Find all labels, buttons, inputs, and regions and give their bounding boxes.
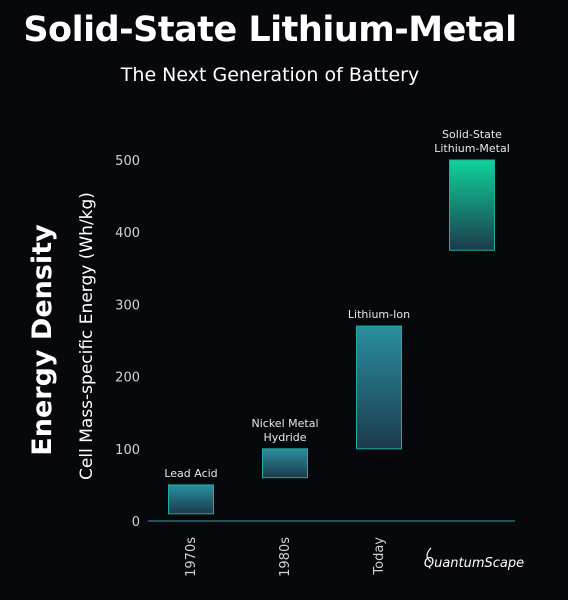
bar-0 bbox=[168, 484, 214, 515]
y-tick-label: 200 bbox=[115, 371, 140, 386]
x-category-label: 1980s bbox=[278, 537, 293, 577]
chart-subtitle: The Next Generation of Battery bbox=[120, 64, 420, 86]
bar-2 bbox=[356, 325, 402, 450]
x-category-label: 1970s bbox=[184, 537, 199, 577]
x-axis-categories: 1970s 1980s Today bbox=[184, 537, 387, 577]
bar-label: Lithium-Ion bbox=[348, 308, 410, 321]
quantumscape-logo: QuantumScape bbox=[424, 547, 524, 571]
y-tick-label: 0 bbox=[132, 515, 140, 530]
y-tick-label: 500 bbox=[115, 154, 140, 169]
y-tick-label: 100 bbox=[115, 443, 140, 458]
bar-label: Hydride bbox=[263, 431, 306, 444]
bar-label: Solid-State bbox=[442, 128, 502, 141]
y-axis-title: Energy Density bbox=[27, 224, 58, 456]
logo-swoosh-icon bbox=[426, 547, 432, 563]
y-tick-label: 300 bbox=[115, 298, 140, 313]
bar-1 bbox=[262, 448, 308, 479]
logo-text: QuantumScape bbox=[424, 556, 524, 571]
y-axis-label: Cell Mass-specific Energy (Wh/kg) bbox=[77, 192, 97, 480]
bar-label: Lead Acid bbox=[164, 467, 217, 480]
x-category-label: Today bbox=[372, 537, 387, 576]
bar-label: Nickel Metal bbox=[252, 417, 319, 430]
bar-label: Lithium-Metal bbox=[434, 142, 510, 155]
y-tick-label: 400 bbox=[115, 226, 140, 241]
y-axis-ticks: 0 100 200 300 400 500 bbox=[115, 154, 140, 530]
chart-title: Solid-State Lithium-Metal bbox=[23, 10, 517, 50]
bar-3 bbox=[449, 159, 495, 251]
